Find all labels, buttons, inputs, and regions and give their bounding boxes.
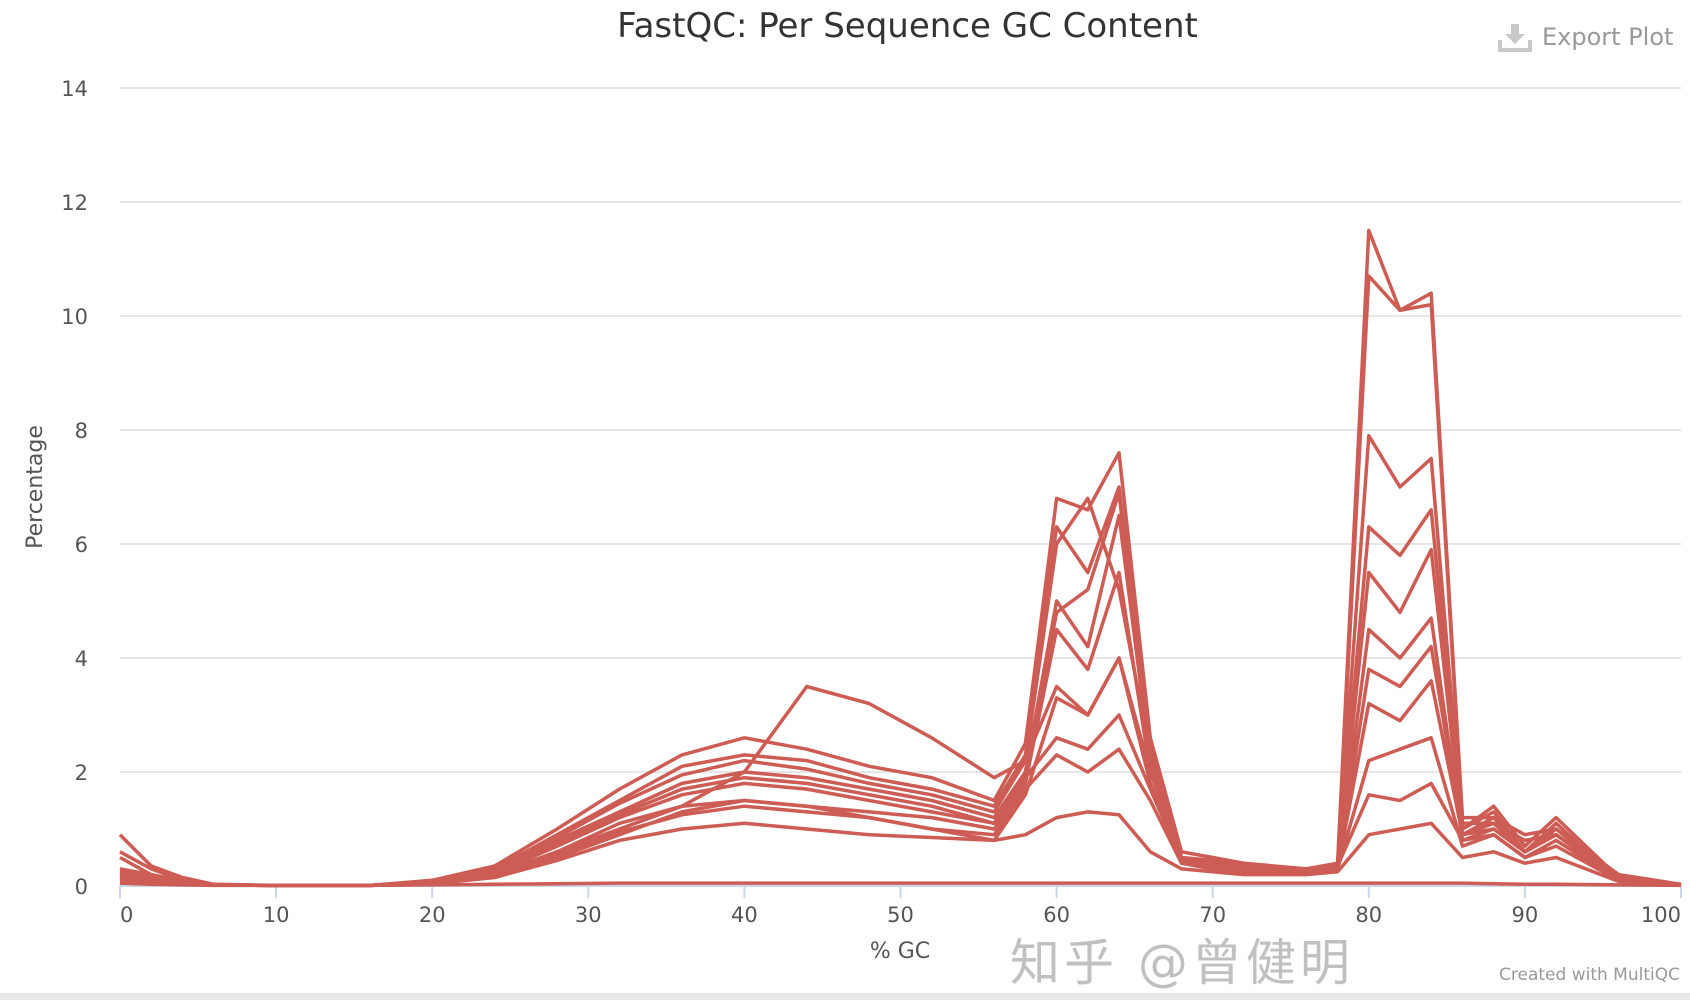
export-plot-label: Export Plot [1542,23,1674,51]
y-tick-label: 12 [61,191,88,215]
bottom-bar [0,993,1690,1000]
x-axis-label: % GC [870,939,930,964]
x-tick-label: 30 [575,903,602,927]
y-tick-label: 2 [75,761,88,785]
watermark: 知乎 @曾健明 [1010,934,1354,992]
y-tick-label: 8 [75,419,88,443]
y-axis-label: Percentage [23,425,48,549]
series-line-12[interactable] [119,490,1682,888]
x-tick-label: 10 [263,903,290,927]
x-tick-label: 40 [731,903,758,927]
y-tick-label: 10 [61,305,88,329]
y-tick-label: 14 [61,77,88,101]
export-plot-button[interactable]: Export Plot [1498,22,1673,52]
x-tick-label: 70 [1199,903,1226,927]
x-tick-label: 90 [1512,903,1539,927]
download-icon [1498,24,1532,52]
y-tick-label: 4 [75,647,88,671]
credit-text: Created with MultiQC [1499,965,1680,985]
y-tick-labels: 0 2 4 6 8 10 12 14 [61,77,88,899]
x-tick-label: 80 [1355,903,1382,927]
x-tick-label: 0 [120,903,133,927]
chart-title: FastQC: Per Sequence GC Content [617,6,1198,46]
x-tick-label: 60 [1043,903,1070,927]
x-tick-label: 20 [419,903,446,927]
gridlines [119,87,1682,898]
x-tick-labels: 0 10 20 30 40 50 60 70 80 90 100 [120,903,1681,927]
x-tick-label: 100 [1641,903,1681,927]
x-tick-label: 50 [887,903,914,927]
y-tick-label: 6 [75,533,88,557]
series-lines [118,228,1682,888]
y-tick-label: 0 [75,875,88,899]
